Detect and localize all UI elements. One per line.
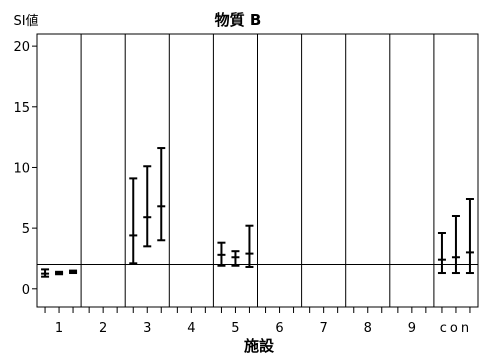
y-axis-label: SI値 — [13, 13, 38, 29]
x-tick-label: 1 — [55, 321, 63, 336]
y-tick-label: 5 — [22, 222, 30, 237]
x-tick-label: 9 — [408, 321, 416, 336]
chart-title: 物質 B — [215, 11, 262, 29]
x-axis-label: 施設 — [244, 337, 275, 355]
x-tick-label: 2 — [99, 321, 107, 336]
plot-area: 0 5 10 15 20 1 2 3 4 5 6 7 8 9 con — [13, 33, 479, 336]
y-tick-label: 15 — [13, 101, 30, 116]
x-tick-label: 3 — [143, 321, 151, 336]
x-tick-label: 6 — [275, 321, 283, 336]
x-tick-label: 7 — [320, 321, 328, 336]
x-tick-label: con — [440, 321, 472, 336]
y-tick-label: 0 — [22, 283, 30, 298]
y-tick-label: 20 — [13, 40, 30, 55]
x-tick-label: 5 — [231, 321, 239, 336]
x-tick-label: 4 — [187, 321, 195, 336]
x-tick-label: 8 — [364, 321, 372, 336]
y-tick-label: 10 — [13, 161, 30, 176]
